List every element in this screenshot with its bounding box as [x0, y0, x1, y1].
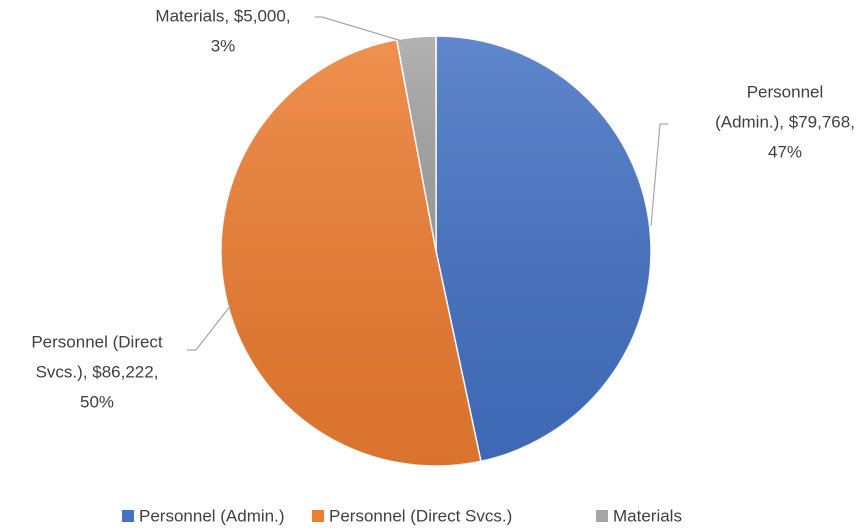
pie: [220, 35, 652, 467]
legend-swatch: [122, 510, 134, 522]
legend-swatch: [596, 510, 608, 522]
data-label: Personnel (Direct: [31, 332, 163, 351]
data-label: Personnel: [747, 82, 824, 101]
legend-label: Personnel (Admin.): [139, 506, 285, 525]
data-label: Svcs.), $86,222,: [36, 362, 159, 381]
leader-line: [650, 123, 668, 227]
data-label: (Admin.), $79,768,: [715, 112, 855, 131]
legend-swatch: [312, 510, 324, 522]
data-label: 3%: [211, 36, 236, 55]
data-label: 47%: [768, 142, 802, 161]
leader-line: [187, 304, 232, 351]
leader-line: [315, 16, 403, 42]
legend-label: Materials: [613, 506, 682, 525]
legend-label: Personnel (Direct Svcs.): [329, 506, 512, 525]
data-label: Materials, $5,000,: [155, 6, 290, 25]
pie-slice: [435, 35, 652, 463]
data-label: 50%: [80, 392, 114, 411]
